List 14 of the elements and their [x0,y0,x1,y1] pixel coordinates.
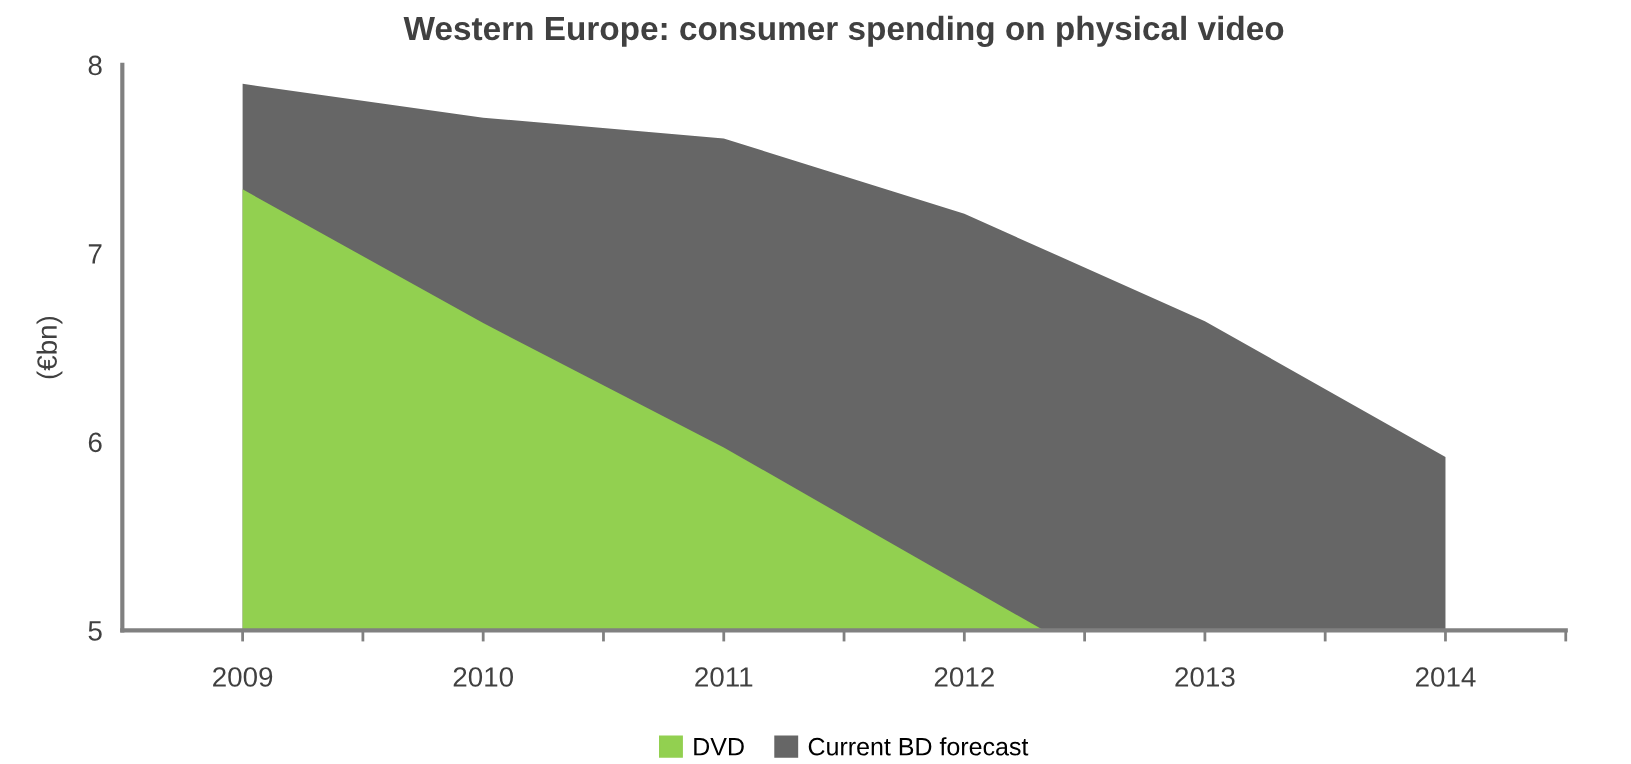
x-tick-label: 2010 [453,667,513,687]
y-tick-label: 8 [88,55,102,76]
y-axis-title: (€bn) [36,316,63,379]
y-tick-label: 6 [88,432,102,453]
x-tick-label: 2013 [1175,667,1235,687]
x-tick-label: 2014 [1415,667,1476,687]
x-tick-label: 2012 [934,667,994,687]
y-tick-label: 7 [88,244,102,264]
chart-title: Western Europe: consumer spending on physical video [403,15,1284,47]
legend-label: DVD [694,738,744,756]
y-tick-label: 5 [88,621,102,641]
x-tick-label: 2011 [695,667,753,687]
legend-label: Current BD forecast [808,737,1029,756]
x-tick-label: 2009 [213,667,273,687]
